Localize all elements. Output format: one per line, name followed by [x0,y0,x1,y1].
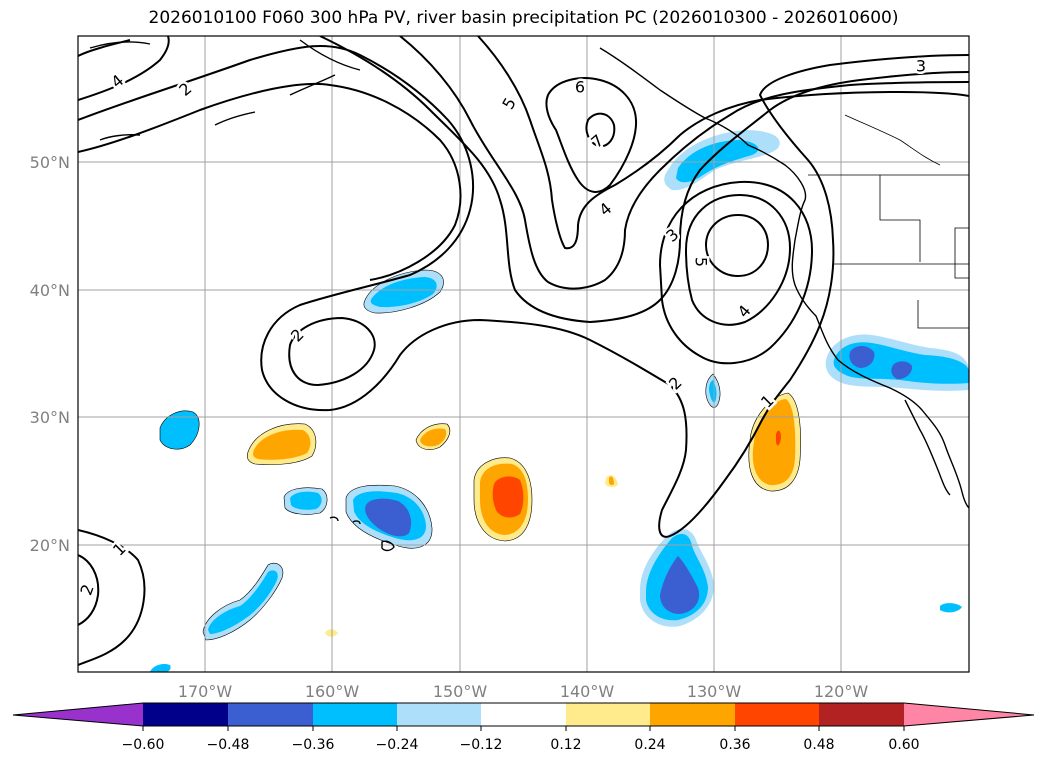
contour-label: 4 [595,199,615,220]
contour-label: 5 [692,257,711,267]
precip-fields [150,130,969,672]
precip-pos-165w-core [253,429,311,460]
contour-3-high [658,180,814,365]
contour-label: 2 [665,373,686,394]
contour-label: 7 [587,131,607,152]
precip-pos-146w-inner [492,476,524,518]
colorbar-segment [566,703,650,726]
colorbar-tick-label: 0.24 [634,737,665,753]
contour-1-main [78,529,146,666]
axes-frame [77,35,970,673]
colorbar-extend-low [13,703,143,726]
colorbar-segment [313,703,397,726]
colorbar-tick-label: −0.60 [122,737,165,753]
contour-7-loop [585,112,616,148]
colorbar-tick-label: −0.48 [207,737,250,753]
colorbar-segment [397,703,481,726]
colorbar-tick-label: −0.24 [376,737,419,753]
lat-labels: 50°N 40°N 30°N 20°N [30,153,70,555]
contour-2-loop [288,316,376,387]
contour-label: 5 [498,94,520,112]
colorbar-segment [481,703,566,726]
contour-2-main [78,45,969,538]
precip-blob-small-blue-core [709,380,717,403]
colorbar-tick-label: −0.36 [292,737,335,753]
precip-blob-133w-dark [660,556,700,614]
contour-label: 2 [175,79,195,100]
contour-5-main [477,36,969,250]
precip-blob-pnw-core [676,140,759,183]
precip-blob-173w [160,410,200,450]
lon-label: 170°W [178,682,233,701]
precip-pos-125w-core [752,399,796,486]
colorbar-tick-label: −0.12 [460,737,503,753]
precip-blob-sw-core [208,570,278,634]
contour-5-high [704,213,770,278]
contour-2-sw [78,554,100,626]
contour-label: 2 [76,582,97,598]
colorbar-tick-label: 0.12 [550,737,581,753]
contour-4-main [399,36,969,290]
colorbar-segment [228,703,313,726]
contour-3-nw [78,39,462,281]
contour-6-loop [545,77,638,193]
colorbar-segment [819,703,904,726]
colorbar-segment [143,703,228,726]
lat-label: 50°N [30,153,70,172]
lat-label: 30°N [30,408,70,427]
lon-labels: 170°W 160°W 150°W 140°W 130°W 120°W [178,682,869,701]
precip-pos-138w-core [609,476,614,486]
contour-label: 6 [575,78,585,97]
precip-blob-socal-dark [849,346,875,368]
pv-contours [78,36,969,666]
chart-title: 2026010100 F060 300 hPa PV, river basin … [148,8,899,28]
gridlines [78,36,969,672]
colorbar-segment [650,703,735,726]
precip-blob-40n-core [370,277,437,308]
colorbar-tick-label: 0.48 [803,737,834,753]
precip-blob-se [940,603,962,613]
lon-label: 120°W [814,682,869,701]
colorbar: −0.60 −0.48 −0.36 −0.24 −0.12 0.12 0.24 … [12,702,1035,753]
lon-label: 130°W [687,682,742,701]
colorbar-segment [735,703,819,726]
contour-4-nw [78,36,170,101]
contour-label: 3 [916,57,926,76]
colorbar-extend-high [904,703,1034,726]
lat-label: 20°N [30,536,70,555]
contour-4-high [684,193,792,326]
precip-blob-hawaii-west-core [290,491,322,510]
colorbar-tick-label: 0.36 [719,737,750,753]
colorbar-tick-label: 0.60 [888,737,919,753]
lon-label: 140°W [560,682,615,701]
precip-pos-153w-core [420,428,447,447]
precip-outlines [159,269,801,641]
precip-blob-corner [150,663,171,672]
contour-3-main [319,36,969,324]
precip-pos-125w-inner [776,430,781,446]
lon-label: 150°W [433,682,488,701]
precip-blob-hawaii-dark [365,498,412,537]
precip-blob-socal-dark2 [891,361,913,380]
lon-label: 160°W [305,682,360,701]
lat-label: 40°N [30,281,70,300]
